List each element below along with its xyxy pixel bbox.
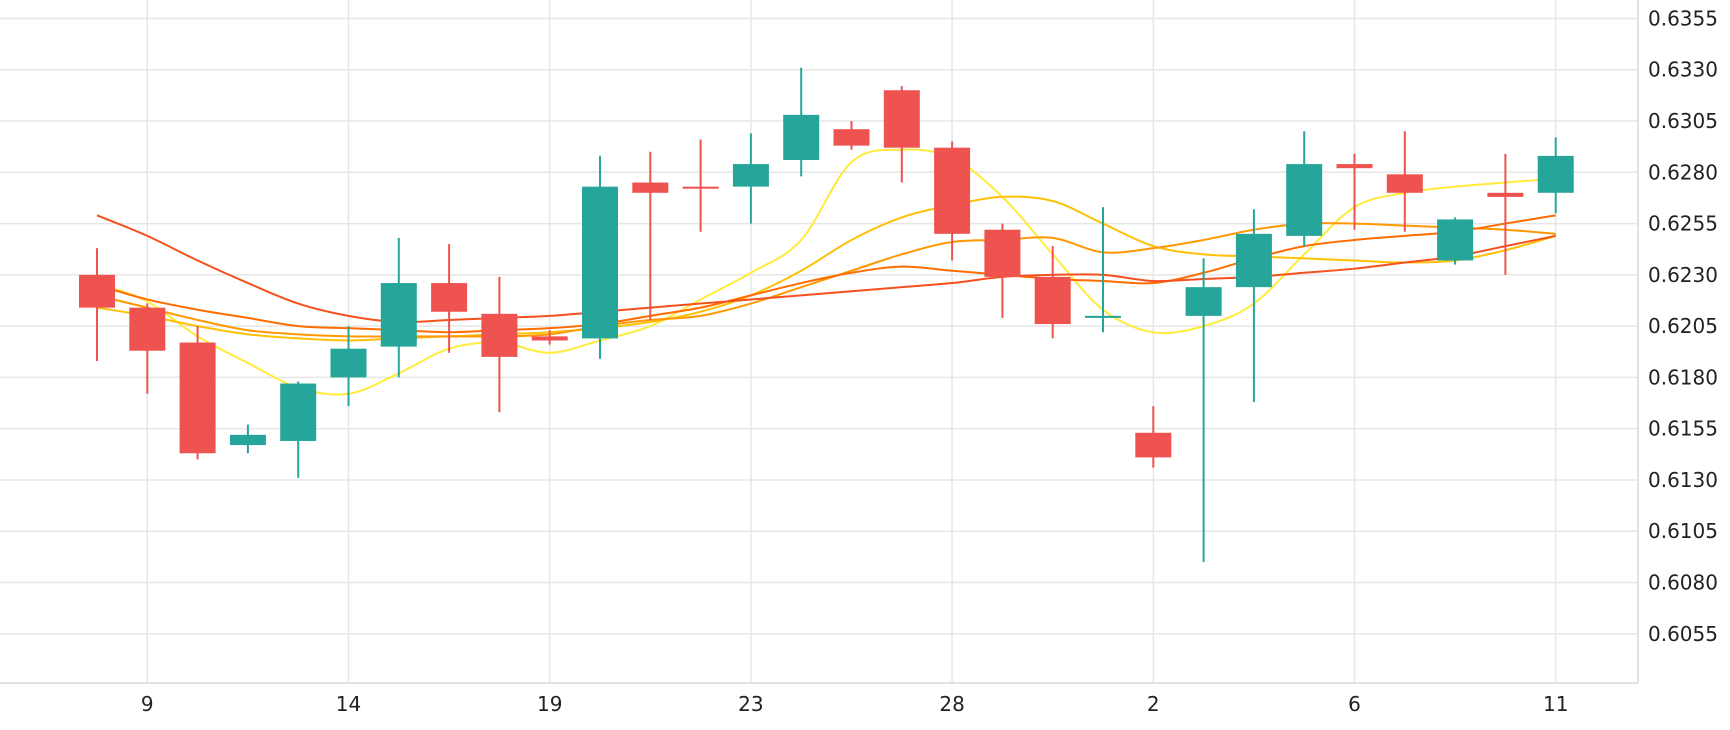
candle-body: [481, 313, 518, 357]
candle: [1235, 209, 1272, 403]
candle-body: [732, 164, 769, 187]
y-tick-label: 0.6180: [1648, 365, 1718, 389]
candle: [79, 248, 115, 361]
x-tick-label: 9: [141, 692, 154, 716]
candle-body: [1487, 192, 1524, 197]
candle-body: [1185, 287, 1222, 316]
candle-body: [229, 434, 266, 446]
x-tick-label: 11: [1543, 692, 1568, 716]
x-tick-label: 14: [336, 692, 361, 716]
candle: [1085, 207, 1121, 333]
y-tick-label: 0.6155: [1648, 417, 1718, 441]
candle-body: [1437, 219, 1474, 261]
candle-body: [1537, 155, 1574, 193]
candle: [129, 303, 166, 394]
candle-body: [330, 348, 367, 378]
candle-body: [632, 182, 669, 193]
candle: [1336, 153, 1373, 230]
candle-body: [1386, 174, 1423, 193]
candle: [883, 86, 920, 183]
candle: [179, 326, 216, 460]
candle: [531, 330, 568, 345]
candle: [1537, 137, 1574, 214]
candle: [280, 381, 317, 478]
moving-average-line-4: [96, 214, 1556, 334]
candle-body: [934, 147, 971, 234]
candle-body: [280, 383, 317, 441]
candle: [1437, 217, 1474, 265]
candle: [934, 141, 971, 261]
candle: [632, 151, 669, 320]
x-tick-label: 19: [537, 692, 562, 716]
candle: [783, 67, 820, 177]
moving-average-line-5: [96, 214, 1556, 324]
moving-average-lines: [96, 148, 1556, 396]
y-tick-label: 0.6080: [1648, 570, 1718, 594]
y-tick-label: 0.6330: [1648, 58, 1718, 82]
y-tick-label: 0.6130: [1648, 468, 1718, 492]
candle: [984, 223, 1021, 318]
candle: [380, 237, 417, 378]
y-tick-label: 0.6255: [1648, 212, 1718, 236]
candles: [79, 67, 1574, 562]
candle-body: [431, 283, 468, 312]
y-tick-label: 0.6055: [1648, 622, 1718, 646]
moving-average-line-3: [96, 222, 1556, 338]
y-tick-label: 0.6230: [1648, 263, 1718, 287]
candle-body: [984, 229, 1021, 277]
candle-body: [1085, 315, 1121, 318]
x-tick-label: 6: [1348, 692, 1361, 716]
candle: [1135, 406, 1172, 468]
candle: [1286, 131, 1323, 247]
y-tick-label: 0.6280: [1648, 160, 1718, 184]
candle-body: [582, 186, 618, 339]
candle-body: [1034, 276, 1071, 325]
x-tick-label: 2: [1147, 692, 1160, 716]
grid: [0, 0, 1638, 683]
candle-body: [1235, 233, 1272, 288]
candle: [682, 139, 719, 232]
moving-average-line-1: [96, 148, 1556, 396]
y-tick-label: 0.6355: [1648, 6, 1718, 30]
candle: [481, 276, 518, 413]
candle: [1386, 131, 1423, 232]
candle-body: [179, 342, 216, 454]
candle-body: [1286, 164, 1323, 236]
candle-body: [833, 129, 870, 146]
candle-body: [79, 274, 115, 308]
candle: [229, 424, 266, 454]
candle-body: [883, 90, 920, 148]
candle-body: [783, 114, 820, 160]
candle: [431, 244, 468, 353]
candle-body: [380, 283, 417, 347]
candle: [330, 326, 367, 407]
x-axis-tick-labels: 9 14 19 23 28 2 6 11: [141, 692, 1568, 716]
x-tick-label: 28: [939, 692, 964, 716]
candle-body: [682, 186, 719, 189]
axes: [0, 0, 1639, 684]
candle: [1487, 153, 1524, 275]
y-tick-label: 0.6105: [1648, 519, 1718, 543]
candle-body: [129, 307, 166, 351]
y-axis-tick-labels: 0.6055 0.6080 0.6105 0.6130 0.6155 0.6180 0.62…: [1648, 6, 1718, 645]
candle: [1185, 258, 1222, 562]
x-tick-label: 23: [738, 692, 763, 716]
candle-body: [1336, 164, 1373, 169]
candle-body: [1135, 432, 1172, 458]
candle: [1034, 246, 1071, 339]
candle: [732, 133, 769, 224]
y-tick-label: 0.6305: [1648, 109, 1718, 133]
y-tick-label: 0.6205: [1648, 314, 1718, 338]
candle: [582, 155, 618, 359]
moving-average-line-2: [96, 195, 1556, 342]
candle: [833, 121, 870, 150]
candle-body: [531, 336, 568, 341]
